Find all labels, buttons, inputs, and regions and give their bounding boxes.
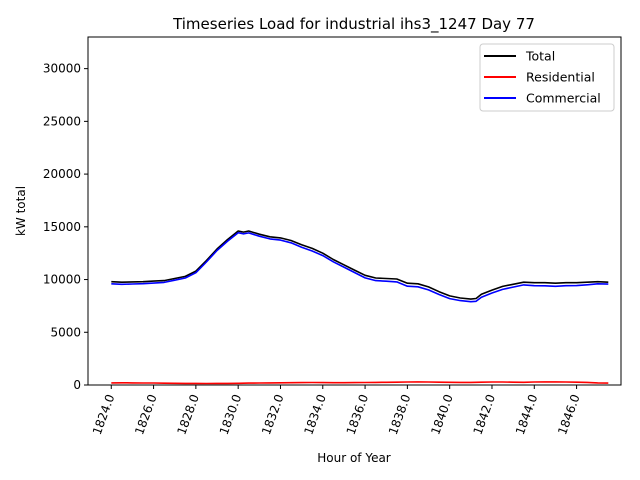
chart-title: Timeseries Load for industrial ihs3_1247… — [172, 15, 535, 34]
series-line-residential — [111, 381, 609, 385]
y-tick-label: 10000 — [43, 273, 81, 287]
y-tick-label: 5000 — [50, 325, 81, 339]
y-axis-label: kW total — [14, 186, 28, 236]
legend: Total Residential Commercial — [479, 43, 615, 112]
series-line-commercial — [111, 231, 609, 303]
series-layer — [111, 230, 609, 385]
legend-label-commercial: Commercial — [526, 91, 601, 106]
legend-label-residential: Residential — [526, 70, 595, 85]
x-axis-label: Hour of Year — [317, 451, 391, 465]
y-tick-label: 30000 — [43, 62, 81, 76]
legend-label-total: Total — [525, 49, 555, 64]
y-tick-label: 15000 — [43, 220, 81, 234]
y-tick-label: 0 — [73, 378, 81, 392]
y-tick-label: 25000 — [43, 114, 81, 128]
y-tick-label: 20000 — [43, 167, 81, 181]
series-line-total — [111, 230, 609, 300]
legend-box — [479, 43, 615, 112]
plot-frame — [87, 36, 622, 386]
y-axis-ticks: 0 5000 10000 15000 20000 25000 30000 — [43, 62, 88, 392]
